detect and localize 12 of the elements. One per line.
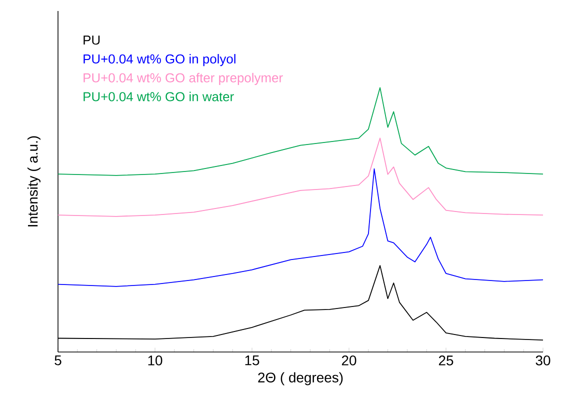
text: PU+0.04 wt% GO in polyol (84, 54, 236, 66)
y-axis-title: Intensity ( a.u.) (27, 136, 40, 226)
x-tick-label: 10 (148, 356, 162, 366)
x-tick-label: 20 (342, 356, 356, 366)
x-axis-title: 2Θ ( degrees) (258, 372, 343, 386)
text: PU (84, 36, 100, 45)
x-tick-label: 5 (54, 356, 62, 366)
x-tick-label: 30 (536, 356, 550, 366)
text: PU+0.04 wt% GO after prepolymer (84, 72, 283, 85)
text: PU+0.04 wt% GO in water (84, 92, 234, 102)
x-tick-label: 15 (245, 356, 260, 366)
x-tick-label: 25 (438, 356, 454, 366)
